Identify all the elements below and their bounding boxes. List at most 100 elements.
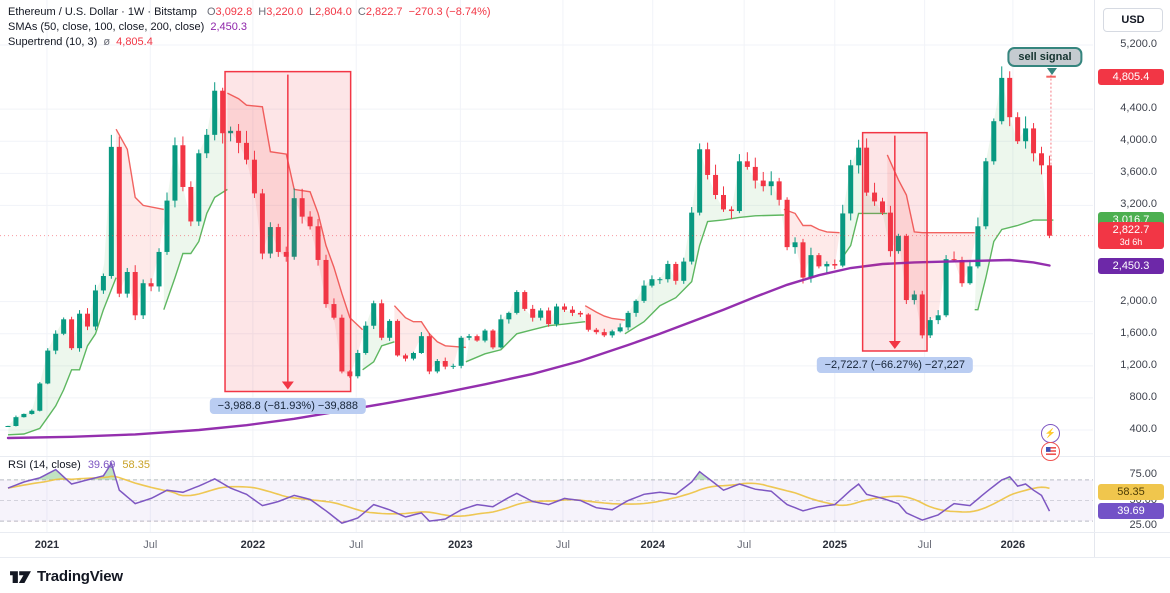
supertrend-up-line	[465, 321, 586, 363]
time-tick-label[interactable]: Jul	[555, 539, 570, 551]
tradingview-logo[interactable]: TradingView	[10, 568, 123, 585]
candle-body	[267, 227, 273, 254]
rsi-tick-label: 25.00	[1129, 519, 1157, 532]
rsi-ma-value: 58.35	[122, 459, 150, 471]
candle-body	[856, 147, 862, 166]
high-value: 3,220.0	[266, 6, 303, 18]
close-value: 2,822.7	[365, 6, 403, 18]
supertrend-legend-row[interactable]: Supertrend (10, 3) ø 4,805.4	[8, 35, 494, 50]
symbol-title: Ethereum / U.S. Dollar · 1W · Bitstamp	[8, 6, 197, 18]
supertrend-down-price-badge: 4,805.4	[1098, 68, 1164, 85]
rsi-legend-row[interactable]: RSI (14, close) 39.69 58.35	[8, 459, 150, 471]
candle-body	[442, 361, 448, 367]
last-price-badge: 2,822.7 3d 6h	[1098, 221, 1164, 249]
sell-signal-callout-tail	[1046, 68, 1057, 75]
supertrend-down-line	[115, 128, 164, 211]
symbol-legend-row[interactable]: Ethereum / U.S. Dollar · 1W · Bitstamp O…	[8, 5, 494, 20]
candle-body	[999, 77, 1005, 122]
candle-body	[180, 145, 186, 187]
measure-arrow-head	[888, 340, 901, 349]
candle-body	[816, 255, 822, 267]
measure-arrow-head	[281, 381, 294, 390]
candle-body	[172, 145, 178, 201]
price-tick-label: 4,000.0	[1120, 134, 1157, 147]
supertrend-up-band	[163, 95, 228, 310]
candle-body	[482, 330, 488, 341]
candle-body	[903, 235, 909, 301]
countdown-timer: 3d 6h	[1119, 236, 1143, 247]
measure-box-2025	[861, 131, 928, 352]
supertrend-down-band	[783, 209, 840, 276]
candle-body	[45, 350, 51, 384]
candle-body	[244, 142, 249, 160]
time-tick-label[interactable]: 2023	[448, 539, 473, 551]
candle-body	[792, 242, 798, 248]
candle-body	[236, 130, 242, 143]
us-flag-glyph	[1045, 447, 1056, 455]
rsi-pane[interactable]	[0, 461, 1093, 525]
rsi-name: RSI (14, close)	[8, 459, 81, 471]
main-price-pane[interactable]	[0, 66, 1093, 440]
candle-body	[506, 312, 512, 320]
supertrend-up-line	[974, 219, 1054, 311]
candle-body	[689, 212, 695, 262]
supertrend-up-band	[362, 306, 395, 370]
measure-label-2022: −3,988.8 (−81.93%) −39,888	[209, 397, 367, 414]
candle-body	[848, 165, 854, 214]
rsi-ma-line	[7, 475, 1050, 518]
candle-body	[307, 216, 313, 227]
candle-body	[283, 251, 289, 257]
supertrend-down-band	[585, 305, 625, 335]
time-tick-label[interactable]: Jul	[917, 539, 932, 551]
pane-divider[interactable]	[0, 456, 1170, 457]
candle-body	[800, 242, 806, 278]
candle-body	[832, 263, 838, 266]
rsi-line	[7, 461, 1051, 525]
open-label: O	[206, 6, 216, 18]
time-tick-label[interactable]: 2026	[1000, 539, 1026, 551]
high-label: H	[258, 6, 267, 18]
candle-body	[657, 279, 663, 281]
candle-body	[625, 312, 631, 328]
candle-body	[872, 192, 878, 202]
candle-body	[458, 337, 464, 366]
candle-body	[490, 330, 496, 348]
candle-body	[951, 259, 957, 261]
time-tick-label[interactable]: Jul	[737, 539, 752, 551]
candle-body	[418, 336, 424, 353]
candle-body	[164, 200, 170, 252]
time-tick-label[interactable]: 2024	[640, 539, 665, 551]
time-tick-label[interactable]: 2021	[34, 539, 60, 551]
time-tick-label[interactable]: 2025	[822, 539, 848, 551]
candle-body	[585, 314, 591, 330]
time-tick-label[interactable]: 2022	[240, 539, 266, 551]
candle-body	[943, 259, 949, 316]
candle-body	[410, 353, 416, 359]
time-tick-label[interactable]: Jul	[143, 539, 158, 551]
candle-body	[363, 325, 369, 353]
candle-body	[395, 320, 401, 356]
candle-body	[633, 300, 639, 313]
lightning-event-icon[interactable]: ⚡	[1041, 424, 1060, 443]
candle-body	[13, 417, 19, 426]
price-tick-label: 3,200.0	[1120, 198, 1157, 211]
price-tick-label: 3,600.0	[1120, 166, 1157, 179]
supertrend-down-band	[227, 93, 363, 375]
time-tick-label[interactable]: Jul	[349, 539, 364, 551]
candle-body	[673, 263, 679, 281]
candle-body	[880, 201, 885, 213]
candle-body	[808, 255, 814, 278]
currency-toggle-button[interactable]: USD	[1103, 8, 1163, 32]
candle-body	[37, 383, 43, 411]
sma-legend-row[interactable]: SMAs (50, close, 100, close, 200, close)…	[8, 20, 494, 35]
us-flag-event-icon[interactable]	[1041, 442, 1060, 461]
candle-body	[895, 235, 901, 252]
supertrend-name: Supertrend (10, 3)	[8, 36, 98, 48]
price-tick-label: 1,600.0	[1120, 326, 1157, 339]
chart-legend[interactable]: Ethereum / U.S. Dollar · 1W · Bitstamp O…	[8, 5, 494, 50]
price-tick-label: 400.0	[1129, 423, 1157, 435]
candle-body	[116, 146, 122, 294]
candle-body	[577, 312, 583, 315]
candle-body	[379, 303, 385, 338]
